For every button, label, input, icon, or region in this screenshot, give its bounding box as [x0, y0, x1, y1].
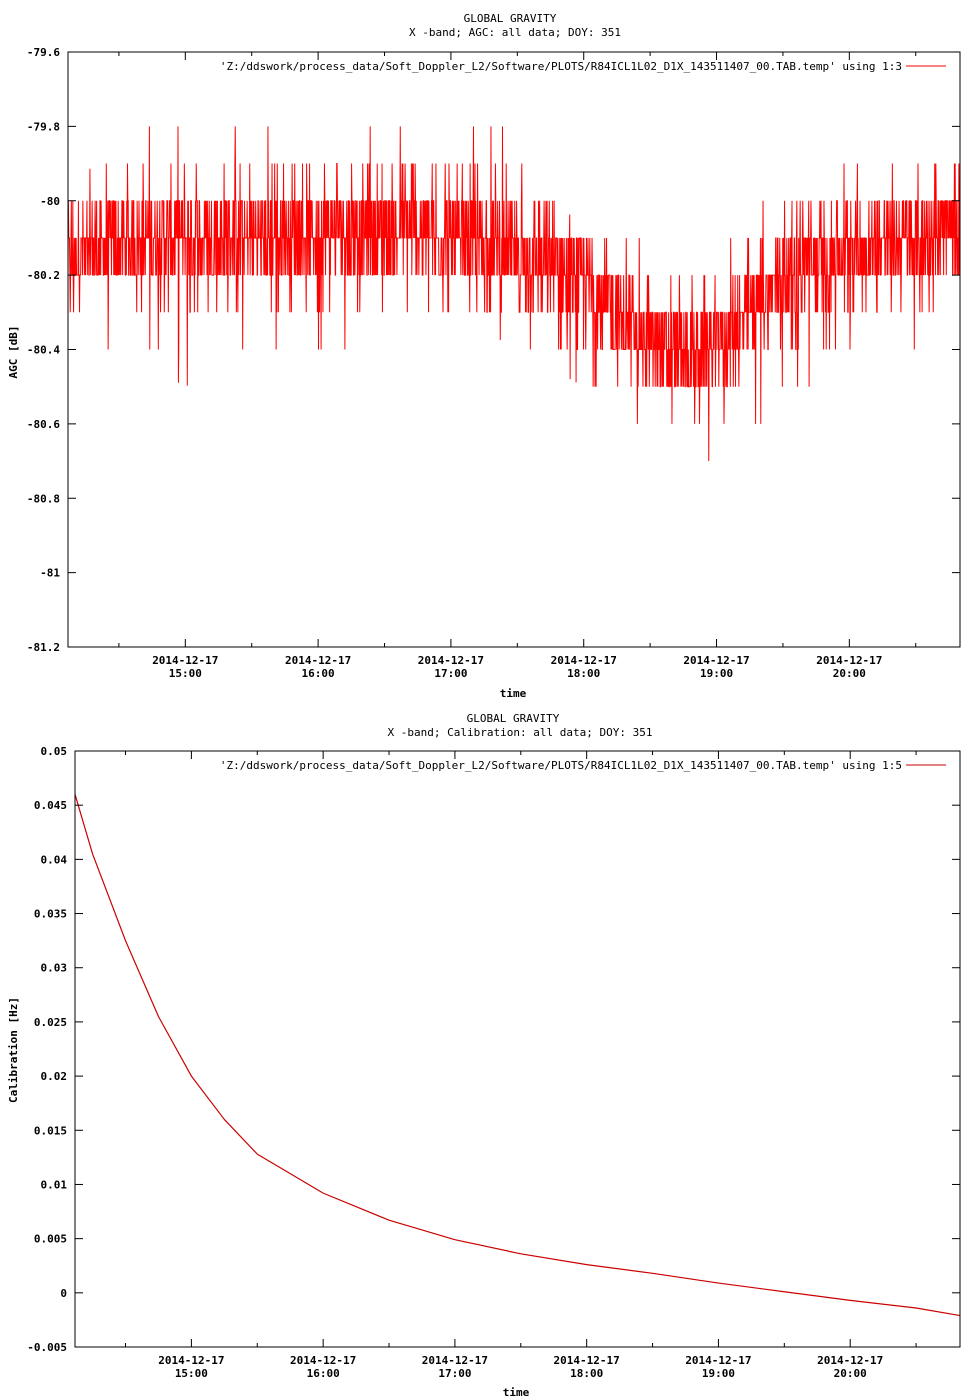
agc-y-tick-label: -79.6 [27, 46, 60, 59]
calibration-y-ticks: 0.05 0.045 0.04 0.035 0.03 0.025 0.02 0.015 0.01… [27, 745, 960, 1354]
agc-x-tick-time: 20:00 [833, 667, 866, 680]
agc-x-axis-label: time [500, 687, 527, 700]
calibration-y-tick-label: 0 [60, 1287, 67, 1300]
agc-chart-subtitle: X -band; AGC: all data; DOY: 351 [409, 26, 621, 39]
agc-x-tick-date: 2014-12-17 [551, 654, 617, 667]
calibration-y-tick-label: 0.03 [41, 962, 68, 975]
agc-x-tick-date: 2014-12-17 [285, 654, 351, 667]
calibration-x-tick-time: 16:00 [307, 1367, 340, 1380]
agc-y-tick-label: -80.2 [27, 269, 60, 282]
calibration-x-tick-date: 2014-12-17 [685, 1354, 751, 1367]
calibration-y-tick-label: 0.025 [34, 1016, 67, 1029]
agc-plot-area [67, 126, 961, 462]
agc-y-tick-label: -80.8 [27, 492, 60, 505]
calibration-x-tick-time: 17:00 [438, 1367, 471, 1380]
calibration-chart-subtitle: X -band; Calibration: all data; DOY: 351 [388, 726, 653, 739]
agc-y-axis-label: AGC [dB] [7, 326, 20, 379]
calibration-legend-label: 'Z:/ddswork/process_data/Soft_Doppler_L2… [220, 759, 902, 772]
calibration-series-line [74, 794, 961, 1317]
calibration-y-axis-label: Calibration [Hz] [7, 997, 20, 1103]
calibration-x-tick-time: 18:00 [570, 1367, 603, 1380]
calibration-x-tick-date: 2014-12-17 [290, 1354, 356, 1367]
agc-x-tick-time: 17:00 [434, 667, 467, 680]
agc-x-tick-date: 2014-12-17 [816, 654, 882, 667]
calibration-y-tick-label: -0.005 [27, 1341, 67, 1354]
calibration-y-tick-label: 0.035 [34, 908, 67, 921]
calibration-y-tick-label: 0.045 [34, 799, 67, 812]
calibration-x-tick-date: 2014-12-17 [422, 1354, 488, 1367]
agc-chart: GLOBAL GRAVITY X -band; AGC: all data; D… [7, 12, 961, 700]
agc-legend-label: 'Z:/ddswork/process_data/Soft_Doppler_L2… [220, 60, 902, 73]
agc-y-tick-label: -80.4 [27, 344, 60, 357]
calibration-x-tick-time: 20:00 [834, 1367, 867, 1380]
agc-x-tick-time: 16:00 [302, 667, 335, 680]
agc-x-tick-date: 2014-12-17 [152, 654, 218, 667]
calibration-x-ticks: 2014-12-1715:002014-12-1716:002014-12-17… [125, 751, 917, 1380]
agc-x-tick-date: 2014-12-17 [418, 654, 484, 667]
agc-x-ticks: 2014-12-1715:002014-12-1716:002014-12-17… [118, 52, 917, 680]
calibration-x-tick-date: 2014-12-17 [158, 1354, 224, 1367]
agc-x-tick-time: 15:00 [169, 667, 202, 680]
calibration-x-tick-date: 2014-12-17 [817, 1354, 883, 1367]
calibration-x-tick-date: 2014-12-17 [554, 1354, 620, 1367]
calibration-plot-area [74, 794, 961, 1317]
calibration-y-tick-label: 0.01 [41, 1178, 68, 1191]
agc-x-tick-time: 18:00 [567, 667, 600, 680]
agc-y-tick-label: -81.2 [27, 641, 60, 654]
calibration-chart-title: GLOBAL GRAVITY [467, 712, 560, 725]
calibration-y-tick-label: 0.02 [41, 1070, 68, 1083]
agc-y-tick-label: -79.8 [27, 120, 60, 133]
calibration-plot-frame [74, 750, 961, 1348]
calibration-y-tick-label: 0.015 [34, 1124, 67, 1137]
calibration-x-tick-time: 15:00 [175, 1367, 208, 1380]
agc-y-tick-label: -81 [40, 567, 60, 580]
agc-y-tick-label: -80 [40, 195, 60, 208]
agc-y-tick-label: -80.6 [27, 418, 60, 431]
agc-y-ticks: -79.6 -79.8 -80 -80.2 -80.4 -80.6 -80.8 -81 -81.… [27, 46, 960, 654]
agc-x-tick-time: 19:00 [700, 667, 733, 680]
calibration-y-tick-label: 0.005 [34, 1233, 67, 1246]
calibration-x-tick-time: 19:00 [702, 1367, 735, 1380]
agc-chart-title: GLOBAL GRAVITY [464, 12, 557, 25]
agc-x-tick-date: 2014-12-17 [683, 654, 749, 667]
agc-series-line [67, 126, 961, 462]
calibration-y-tick-label: 0.05 [41, 745, 68, 758]
calibration-y-tick-label: 0.04 [41, 853, 68, 866]
calibration-x-axis-label: time [503, 1386, 530, 1399]
calibration-chart: GLOBAL GRAVITY X -band; Calibration: all… [7, 712, 961, 1399]
